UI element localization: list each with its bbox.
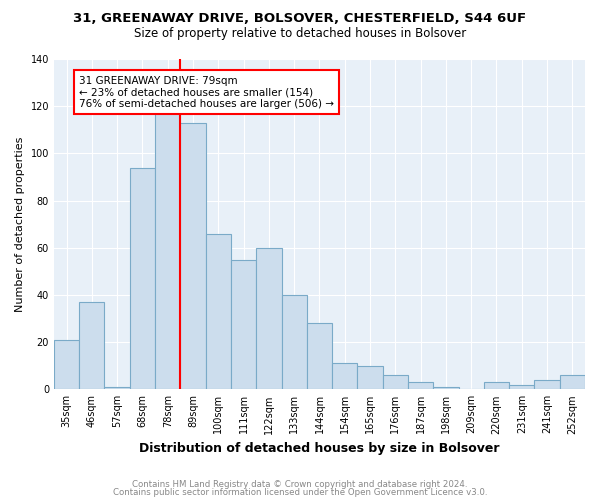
Bar xyxy=(433,387,458,390)
Bar xyxy=(307,323,332,390)
Text: 31 GREENAWAY DRIVE: 79sqm
← 23% of detached houses are smaller (154)
76% of semi: 31 GREENAWAY DRIVE: 79sqm ← 23% of detac… xyxy=(79,76,334,108)
Bar xyxy=(560,375,585,390)
Text: Contains HM Land Registry data © Crown copyright and database right 2024.: Contains HM Land Registry data © Crown c… xyxy=(132,480,468,489)
Bar xyxy=(484,382,509,390)
Y-axis label: Number of detached properties: Number of detached properties xyxy=(15,136,25,312)
Bar xyxy=(383,375,408,390)
Bar xyxy=(181,122,206,390)
Bar xyxy=(231,260,256,390)
Bar xyxy=(54,340,79,390)
Text: Size of property relative to detached houses in Bolsover: Size of property relative to detached ho… xyxy=(134,28,466,40)
Bar xyxy=(206,234,231,390)
Bar xyxy=(79,302,104,390)
Bar xyxy=(332,364,358,390)
Bar xyxy=(509,384,535,390)
Text: 31, GREENAWAY DRIVE, BOLSOVER, CHESTERFIELD, S44 6UF: 31, GREENAWAY DRIVE, BOLSOVER, CHESTERFI… xyxy=(73,12,527,26)
Bar xyxy=(130,168,155,390)
Bar xyxy=(104,387,130,390)
Bar xyxy=(256,248,281,390)
Text: Contains public sector information licensed under the Open Government Licence v3: Contains public sector information licen… xyxy=(113,488,487,497)
Bar xyxy=(408,382,433,390)
Bar xyxy=(281,295,307,390)
Bar xyxy=(155,111,181,390)
Bar xyxy=(358,366,383,390)
Bar xyxy=(535,380,560,390)
X-axis label: Distribution of detached houses by size in Bolsover: Distribution of detached houses by size … xyxy=(139,442,500,455)
